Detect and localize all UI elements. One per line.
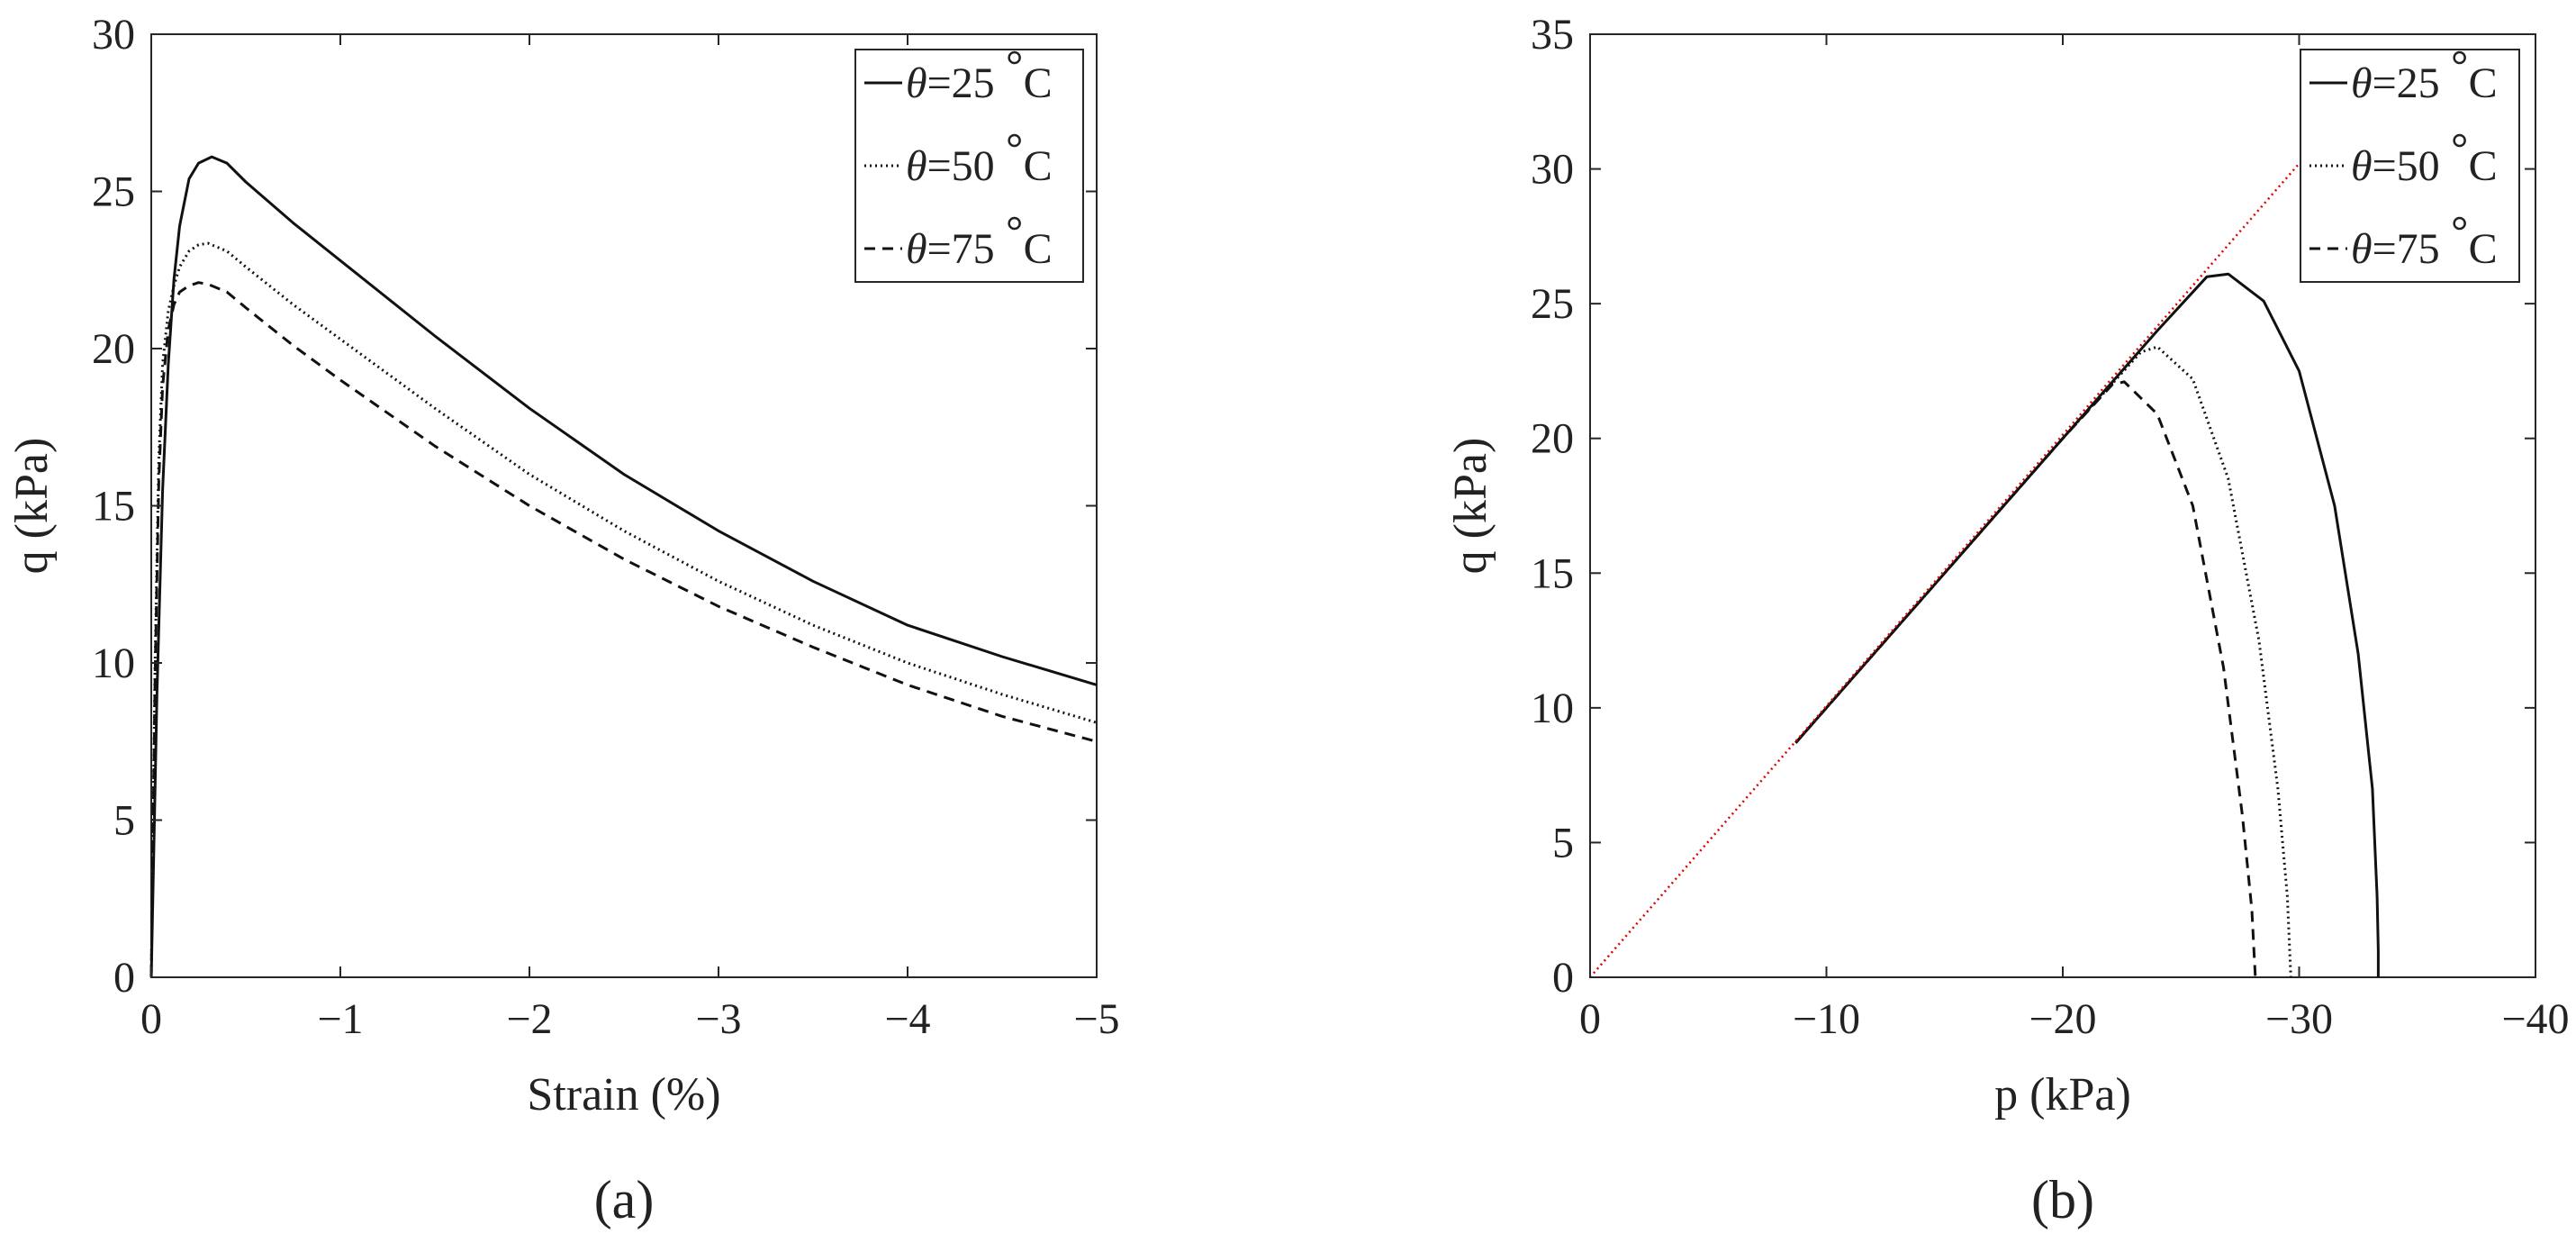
y-tick-label: 25 — [1531, 280, 1574, 328]
degree-icon — [1008, 133, 1021, 148]
degree-icon — [2453, 50, 2466, 65]
legend-theta: θ — [906, 59, 927, 107]
legend-entry: θ=50 — [906, 142, 995, 190]
x-ticks-b: 0 −10 −20 −30 −40 — [1579, 34, 2570, 1043]
legend-unit: C — [1024, 225, 1053, 273]
legend-entry: θ=25 — [2351, 59, 2440, 107]
degree-icon — [1008, 216, 1021, 231]
x-tick-label: 0 — [1579, 995, 1601, 1043]
y-tick-label: 30 — [92, 11, 135, 59]
curves-a — [149, 155, 1098, 978]
series-line-a-1 — [149, 241, 1098, 978]
series-line-a-0 — [149, 155, 1098, 978]
x-axis-label-a: Strain (%) — [527, 1069, 720, 1121]
x-tick-label: −30 — [2265, 995, 2333, 1043]
x-tick-label: −5 — [1073, 995, 1119, 1043]
series-line-b-0 — [1794, 272, 2380, 977]
x-ticks-a: 0 −1 −2 −3 −4 −5 — [140, 34, 1120, 1043]
legend-value: =75 — [2373, 225, 2440, 273]
y-tick-label: 5 — [113, 797, 135, 845]
legend-value: =50 — [2373, 142, 2440, 190]
y-axis-label-b: q (kPa) — [1445, 438, 1496, 575]
legend-unit: C — [2469, 59, 2498, 107]
legend-entry: θ=50 — [2351, 142, 2440, 190]
legend-value: =75 — [927, 225, 995, 273]
y-tick-label: 0 — [113, 954, 135, 1002]
legend-theta: θ — [2351, 225, 2373, 273]
legend-entry: θ=25 — [906, 59, 995, 107]
x-tick-label: −3 — [695, 995, 741, 1043]
caption-a: (a) — [594, 1170, 655, 1229]
y-tick-label: 25 — [92, 168, 135, 216]
x-axis-label-b: p (kPa) — [1994, 1069, 2131, 1121]
legend-value: =25 — [2373, 59, 2440, 107]
legend-unit: C — [2469, 142, 2498, 190]
y-tick-label: 15 — [1531, 549, 1574, 597]
y-tick-label: 20 — [92, 325, 135, 373]
y-tick-label: 35 — [1531, 11, 1574, 59]
x-tick-label: −1 — [317, 995, 363, 1043]
y-axis-label-a: q (kPa) — [6, 438, 58, 575]
y-tick-label: 20 — [1531, 415, 1574, 463]
legend-b: θ=25 Cθ=50 Cθ=75 C — [2300, 49, 2520, 283]
y-tick-label: 5 — [1552, 819, 1574, 866]
legend-theta: θ — [906, 225, 927, 273]
legend-value: =25 — [927, 59, 995, 107]
caption-b: (b) — [2031, 1170, 2094, 1229]
legend-entry: θ=75 — [906, 225, 995, 273]
x-tick-label: −10 — [1793, 995, 1860, 1043]
legend-unit: C — [2469, 225, 2498, 273]
degree-icon — [2453, 133, 2466, 148]
legend-theta: θ — [2351, 59, 2373, 107]
x-tick-label: −40 — [2501, 995, 2569, 1043]
y-tick-label: 10 — [92, 640, 135, 687]
x-tick-label: −4 — [884, 995, 930, 1043]
legend-a: θ=25 Cθ=50 Cθ=75 C — [854, 49, 1084, 283]
legend-box — [854, 49, 1084, 283]
y-tick-label: 10 — [1531, 685, 1574, 732]
reference-line-b-3 — [1589, 162, 2300, 978]
legend-unit: C — [1024, 59, 1053, 107]
y-tick-label: 0 — [1552, 954, 1574, 1002]
legend-value: =50 — [927, 142, 995, 190]
degree-icon — [2453, 216, 2466, 231]
panel-b: 0 −10 −20 −30 −40 0 5 10 15 20 25 30 35 p (kPa) q (… — [1445, 11, 2570, 1229]
series-line-a-2 — [149, 281, 1098, 978]
series-line-b-1 — [1794, 345, 2292, 978]
legend-theta: θ — [2351, 142, 2373, 190]
panel-a: 0 −1 −2 −3 −4 −5 0 5 10 15 20 25 30 Strain (%) q (k… — [6, 11, 1120, 1229]
series-line-b-2 — [1794, 380, 2257, 978]
x-tick-label: −2 — [506, 995, 552, 1043]
x-tick-label: 0 — [140, 995, 162, 1043]
y-ticks-b: 0 5 10 15 20 25 30 35 — [1531, 11, 2535, 1002]
x-tick-label: −20 — [2029, 995, 2096, 1043]
curves-b — [1589, 162, 2380, 978]
y-ticks-a: 0 5 10 15 20 25 30 — [92, 11, 1097, 1002]
legend-entry: θ=75 — [2351, 225, 2440, 273]
legend-unit: C — [1024, 142, 1053, 190]
degree-icon — [1008, 50, 1021, 65]
legend-theta: θ — [906, 142, 927, 190]
y-tick-label: 30 — [1531, 146, 1574, 194]
y-tick-label: 15 — [92, 483, 135, 531]
